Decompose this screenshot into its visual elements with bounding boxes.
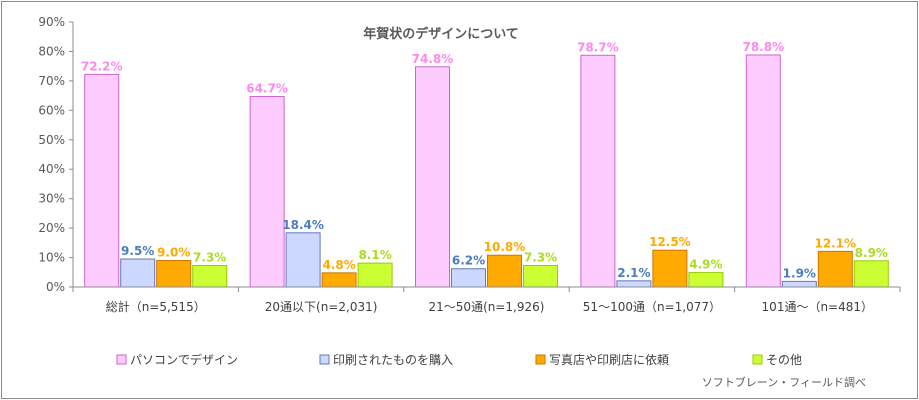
y-tick-label: 70%	[38, 74, 65, 88]
y-tick-label: 20%	[38, 221, 65, 235]
data-label: 18.4%	[282, 218, 324, 232]
bar	[688, 272, 724, 288]
data-label: 10.8%	[484, 240, 526, 254]
legend: パソコンでデザイン 印刷されたものを購入 写真店や印刷店に依頼 その他	[116, 352, 802, 367]
data-label: 1.9%	[783, 266, 816, 280]
data-label: 9.0%	[157, 246, 190, 260]
bar	[580, 54, 616, 288]
legend-label: 印刷されたものを購入	[333, 353, 453, 367]
legend-swatch	[535, 354, 546, 365]
bar	[120, 258, 156, 288]
data-label: 74.8%	[412, 52, 454, 66]
bar	[523, 265, 558, 288]
data-label: 7.3%	[524, 251, 557, 265]
y-tick-label: 50%	[38, 133, 65, 147]
y-tick-label: 40%	[38, 162, 65, 176]
bar	[853, 260, 889, 288]
bar	[192, 265, 228, 288]
legend-label: パソコンでデザイン	[130, 352, 238, 367]
legend-swatch	[752, 354, 763, 365]
bar	[451, 268, 486, 288]
data-label: 12.5%	[649, 235, 691, 249]
bars: 72.2%9.5% 9.0% 7.3%64.7%18.4%4.8%8.1%74.8%…	[81, 40, 889, 288]
data-label: 6.2%	[452, 254, 485, 268]
bar	[321, 272, 357, 288]
bar	[415, 66, 450, 288]
data-label: 8.1%	[358, 248, 391, 262]
legend-label: 写真店や印刷店に依頼	[549, 352, 669, 367]
bar	[249, 95, 285, 288]
data-label: 12.1%	[814, 236, 856, 250]
x-tick-label: 20通以下(n=2,031)	[265, 300, 378, 314]
bar	[156, 260, 192, 288]
data-label: 78.8%	[742, 40, 784, 54]
x-tick-label: 101通～（n=481）	[762, 300, 873, 314]
bar	[487, 254, 522, 288]
chart-title: 年賀状のデザインについて	[363, 26, 519, 42]
data-label: 7.3%	[193, 251, 226, 265]
data-label: 4.8%	[322, 258, 355, 272]
data-label: 78.7%	[577, 40, 619, 54]
x-axis: 総計（n=5,515） 20通以下(n=2,031) 21～50通(n=1,926)…	[72, 286, 901, 314]
y-tick-label: 90%	[38, 15, 65, 29]
y-tick-label: 10%	[38, 251, 65, 265]
y-axis: 0% 10% 20% 30% 40% 50% 60% 70% 80% 90%	[38, 15, 74, 294]
bar	[781, 280, 817, 288]
x-tick-label: 21～50通(n=1,926)	[429, 300, 545, 314]
y-tick-label: 30%	[38, 192, 65, 206]
legend-label: その他	[766, 353, 802, 367]
bar	[84, 73, 120, 288]
bar	[357, 262, 393, 288]
bar	[817, 250, 853, 288]
y-tick-label: 80%	[38, 44, 65, 58]
legend-swatch	[116, 354, 127, 365]
source-note: ソフトブレーン・フィールド調べ	[702, 375, 866, 389]
data-label: 4.9%	[689, 258, 722, 272]
bar	[652, 249, 688, 288]
bar	[616, 280, 652, 288]
legend-swatch	[319, 354, 330, 365]
bar	[745, 54, 781, 288]
data-label: 72.2%	[81, 59, 123, 73]
y-tick-label: 0%	[46, 280, 65, 294]
x-tick-label: 51～100通（n=1,077）	[583, 300, 721, 314]
y-tick-label: 60%	[38, 103, 65, 117]
data-label: 2.1%	[617, 266, 650, 280]
data-label: 8.9%	[855, 246, 888, 260]
data-label: 64.7%	[246, 81, 288, 95]
x-tick-label: 総計（n=5,515）	[106, 299, 206, 314]
bar	[285, 232, 321, 288]
data-label: 9.5%	[121, 244, 154, 258]
